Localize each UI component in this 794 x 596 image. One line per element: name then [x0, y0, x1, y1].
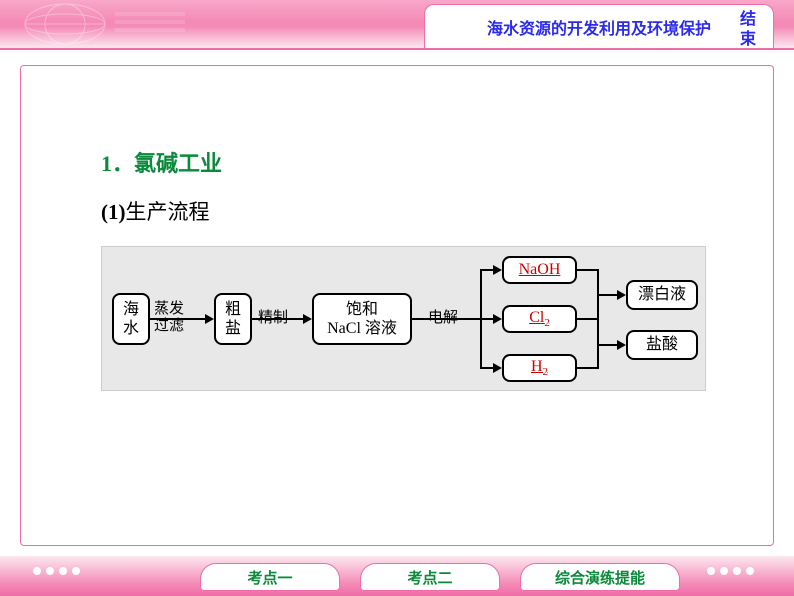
arrow-icon [617, 290, 626, 300]
connector [597, 269, 599, 369]
label-text: 蒸发 [154, 301, 184, 318]
node-bleach: 漂白液 [626, 280, 698, 310]
node-text: 饱和 [346, 300, 378, 319]
dots-decoration [704, 564, 764, 578]
arrow-icon [493, 314, 502, 324]
connector [252, 318, 303, 320]
chem-h2: H2 [531, 357, 548, 379]
connector [577, 318, 599, 320]
chem-naoh: NaOH [519, 260, 561, 279]
connector [480, 269, 494, 271]
bottom-bar: 考点一 考点二 综合演练提能 [0, 556, 794, 596]
dots-decoration [30, 564, 90, 578]
connector [597, 294, 617, 296]
node-text: 海 [123, 300, 139, 319]
end-button[interactable]: 结束 [738, 10, 758, 50]
label-text: 过滤 [154, 318, 184, 335]
node-text: 盐酸 [646, 335, 678, 354]
flowchart: 海 水 粗 盐 饱和 NaCl 溶液 NaOH Cl2 H2 漂白液 盐酸 蒸发 [101, 246, 706, 391]
node-nacl-solution: 饱和 NaCl 溶液 [312, 293, 412, 345]
subtitle: (1)生产流程 [101, 196, 210, 226]
chem-cl2: Cl2 [529, 308, 550, 330]
node-naoh: NaOH [502, 256, 577, 284]
node-h2: H2 [502, 354, 577, 382]
arrow-icon [493, 363, 502, 373]
section-title: 1．氯碱工业 [101, 146, 222, 178]
connector [480, 318, 494, 320]
node-coarse-salt: 粗 盐 [214, 293, 252, 345]
header-tab: 海水资源的开发利用及环境保护 [424, 4, 774, 48]
connector [412, 318, 482, 320]
globe-decoration [15, 2, 195, 46]
arrow-icon [205, 314, 214, 324]
connector [577, 269, 599, 271]
page-title: 海水资源的开发利用及环境保护 [487, 15, 711, 39]
node-cl2: Cl2 [502, 305, 577, 333]
connector [597, 344, 617, 346]
arrow-icon [303, 314, 312, 324]
node-seawater: 海 水 [112, 293, 150, 345]
node-text: 盐 [225, 319, 241, 338]
node-text: 粗 [225, 300, 241, 319]
subtitle-text: 生产流程 [126, 200, 210, 224]
tab-practice[interactable]: 综合演练提能 [520, 563, 680, 591]
arrow-icon [493, 265, 502, 275]
tab-point-1[interactable]: 考点一 [200, 563, 340, 591]
node-text: 漂白液 [638, 285, 686, 304]
node-hcl: 盐酸 [626, 330, 698, 360]
connector [150, 318, 205, 320]
section-number: 1． [101, 151, 134, 176]
connector [480, 367, 494, 369]
connector [577, 367, 599, 369]
top-bar: 海水资源的开发利用及环境保护 [0, 0, 794, 50]
section-name: 氯碱工业 [134, 151, 222, 176]
arrow-icon [617, 340, 626, 350]
subtitle-prefix: (1) [101, 200, 126, 224]
tab-point-2[interactable]: 考点二 [360, 563, 500, 591]
content-panel: 1．氯碱工业 (1)生产流程 海 水 粗 盐 饱和 NaCl 溶液 NaOH C… [20, 65, 774, 546]
node-text: 水 [123, 319, 139, 338]
node-text: NaCl 溶液 [327, 319, 397, 338]
